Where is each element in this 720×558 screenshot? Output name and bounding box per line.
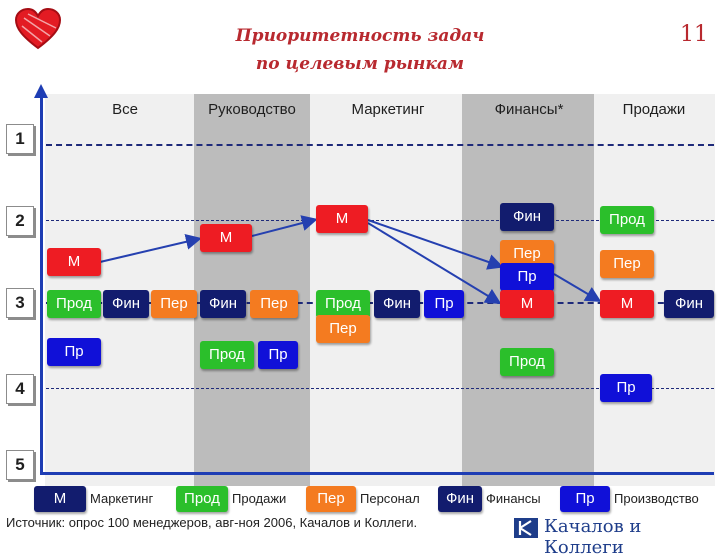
legend-label-marketing: Маркетинг	[90, 491, 154, 506]
legend-chip-marketing: М	[34, 486, 86, 512]
x-axis	[40, 472, 714, 475]
title-line-1: Приоритетность задач	[235, 26, 485, 46]
tag-prodazhi-marketing: М	[600, 290, 654, 318]
tag-vse-production: Пр	[47, 338, 101, 366]
column-header-prodazhi: Продажи	[622, 101, 686, 118]
tag-vse-sales: Прод	[47, 290, 101, 318]
tag-prodazhi-personnel: Пер	[600, 250, 654, 278]
tag-vse-finance: Фин	[103, 290, 149, 318]
slide-number: 11	[680, 22, 708, 47]
legend-label-personnel: Персонал	[360, 491, 420, 506]
column-header-marketing: Маркетинг	[351, 101, 425, 118]
source-note: Источник: опрос 100 менеджеров, авг-ноя …	[6, 515, 418, 530]
tag-marketing-sales: Прод	[316, 290, 370, 318]
legend-chip-production: Пр	[560, 486, 610, 512]
heart-icon	[14, 7, 62, 50]
level-line-4	[46, 388, 714, 389]
tag-finansy-production: Пр	[500, 263, 554, 291]
y-axis	[40, 96, 43, 474]
rank-label-3: 3	[6, 288, 34, 318]
tag-marketing-finance: Фин	[374, 290, 420, 318]
tag-finansy-sales: Прод	[500, 348, 554, 376]
tag-rukovodstvo-finance: Фин	[200, 290, 246, 318]
tag-vse-personnel: Пер	[151, 290, 197, 318]
tag-rukovodstvo-personnel: Пер	[250, 290, 298, 318]
tag-prodazhi-finance: Фин	[664, 290, 714, 318]
tag-rukovodstvo-sales: Прод	[200, 341, 254, 369]
marketing-trajectory	[99, 215, 602, 305]
tag-marketing-production: Пр	[424, 290, 464, 318]
tag-rukovodstvo-production: Пр	[258, 341, 298, 369]
rank-label-2: 2	[6, 206, 34, 236]
tag-rukovodstvo-marketing: М	[200, 224, 252, 252]
column-header-finansy: Финансы*	[494, 101, 564, 118]
tag-prodazhi-production: Пр	[600, 374, 652, 402]
rank-label-1: 1	[6, 124, 34, 154]
slide-title: Приоритетность задач по целевым рынкам	[150, 22, 570, 78]
title-line-2: по целевым рынкам	[255, 54, 465, 74]
tag-marketing-personnel: Пер	[316, 315, 370, 343]
tag-marketing-marketing: М	[316, 205, 368, 233]
legend-label-production: Производство	[614, 491, 699, 506]
tag-finansy-finance: Фин	[500, 203, 554, 231]
rank-label-5: 5	[6, 450, 34, 480]
company-logo-icon	[514, 518, 538, 538]
tag-vse-marketing: М	[47, 248, 101, 276]
legend-chip-personnel: Пер	[306, 486, 356, 512]
column-header-vse: Все	[112, 101, 138, 118]
legend-label-finance: Финансы	[486, 491, 541, 506]
level-line-1	[46, 144, 714, 146]
tag-prodazhi-sales: Прод	[600, 206, 654, 234]
tag-finansy-marketing: М	[500, 290, 554, 318]
company-logo-text: Качалов и Коллеги	[544, 516, 642, 558]
y-axis-arrowhead	[34, 84, 48, 98]
legend-label-sales: Продажи	[232, 491, 287, 506]
rank-label-4: 4	[6, 374, 34, 404]
level-line-2	[46, 220, 714, 221]
column-header-rukovodstvo: Руководство	[208, 101, 296, 118]
legend-chip-sales: Прод	[176, 486, 228, 512]
legend-chip-finance: Фин	[438, 486, 482, 512]
